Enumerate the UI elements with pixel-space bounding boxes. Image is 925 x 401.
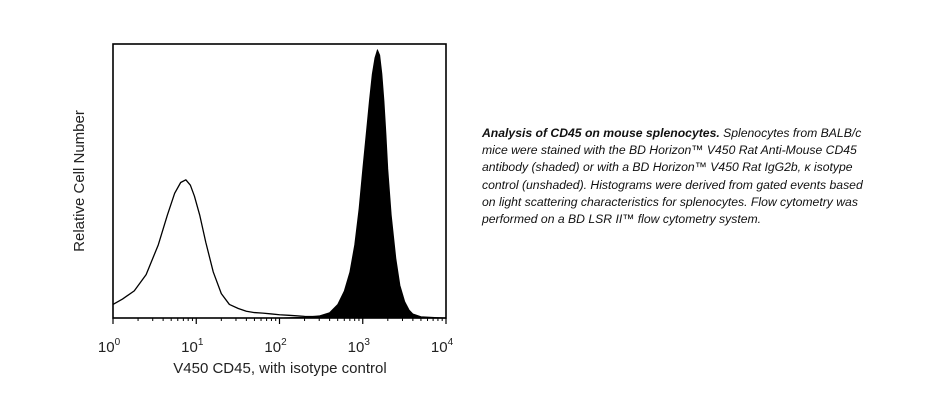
series-shaded-path xyxy=(112,49,447,319)
x-tick-label: 101 xyxy=(181,337,204,356)
x-axis-label: V450 CD45, with isotype control xyxy=(173,360,386,377)
x-tick-label: 100 xyxy=(98,337,121,356)
x-tick-label: 102 xyxy=(264,337,287,356)
caption-title: Analysis of CD45 on mouse splenocytes. xyxy=(482,126,720,140)
figure-caption: Analysis of CD45 on mouse splenocytes. S… xyxy=(482,125,877,228)
x-tick-label: 103 xyxy=(348,337,371,356)
x-axis: 100 101 102 103 104 xyxy=(98,318,454,356)
x-tick-label: 104 xyxy=(431,337,454,356)
plot-area xyxy=(112,43,447,319)
y-axis-label: Relative Cell Number xyxy=(71,110,88,252)
caption-body: Splenocytes from BALB/c mice were staine… xyxy=(482,126,863,227)
